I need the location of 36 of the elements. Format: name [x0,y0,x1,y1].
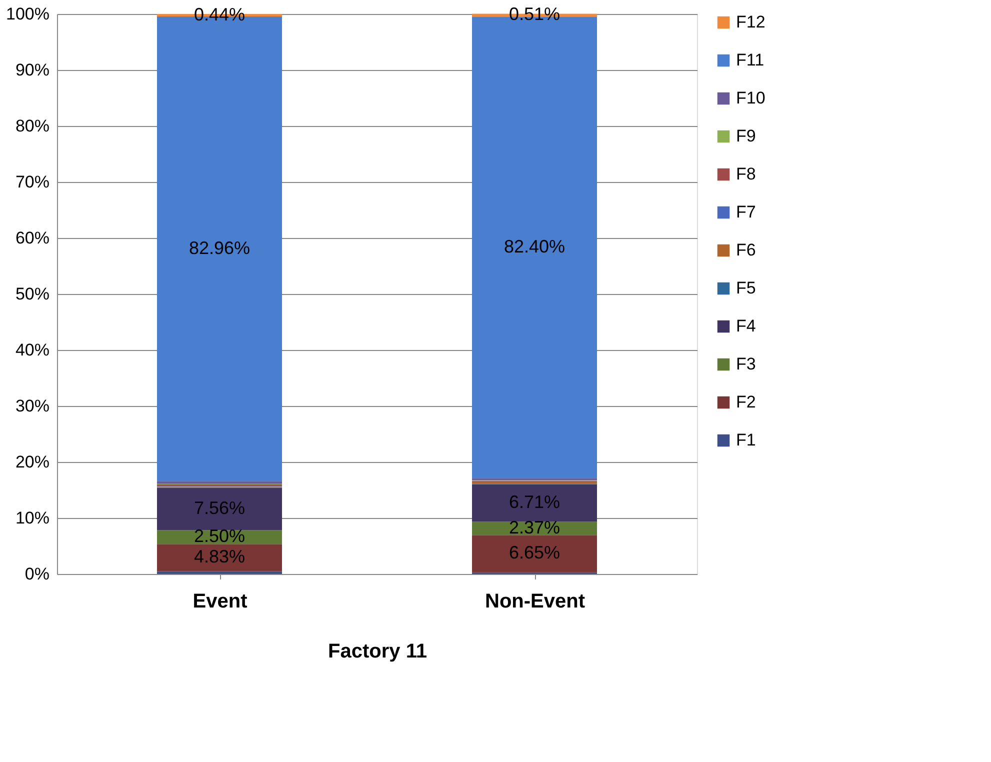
legend-label: F2 [736,392,756,412]
legend-label: F6 [736,240,756,260]
legend-label: F7 [736,202,756,222]
legend-label: F8 [736,164,756,184]
data-label: 4.83% [194,546,246,567]
y-tick-label: 100% [6,4,50,24]
x-axis-title: Factory 11 [328,640,427,662]
y-tick-label: 10% [15,508,50,528]
data-label: 6.71% [508,492,560,512]
data-label: 0.44% [194,4,246,24]
y-tick-label: 30% [15,396,50,416]
legend-label: F3 [736,354,756,374]
legend-label: F5 [736,278,756,298]
y-tick-label: 0% [24,564,50,584]
y-tick-label: 80% [15,116,50,136]
y-tick-label: 20% [15,452,50,472]
y-tick-label: 60% [15,228,50,248]
y-tick-label: 70% [15,172,50,192]
data-label: 7.56% [194,498,246,518]
legend-label: F9 [736,126,756,146]
y-tick-label: 50% [15,284,50,304]
y-tick-label: 40% [15,340,50,360]
data-label: 82.96% [188,238,250,258]
data-label: 6.65% [508,542,560,563]
x-tick-label: Event [192,590,248,612]
data-label: 0.51% [508,4,560,24]
y-tick-label: 90% [15,60,50,80]
data-label: 2.37% [508,517,560,538]
legend-label: F4 [736,316,756,336]
legend-label: F10 [736,88,766,108]
data-label: 2.50% [194,526,246,546]
legend-label: F12 [736,12,766,32]
legend-label: F11 [736,50,764,70]
data-label: 82.40% [504,236,566,256]
legend-label: F1 [736,430,756,450]
x-tick-label: Non-Event [485,590,586,612]
